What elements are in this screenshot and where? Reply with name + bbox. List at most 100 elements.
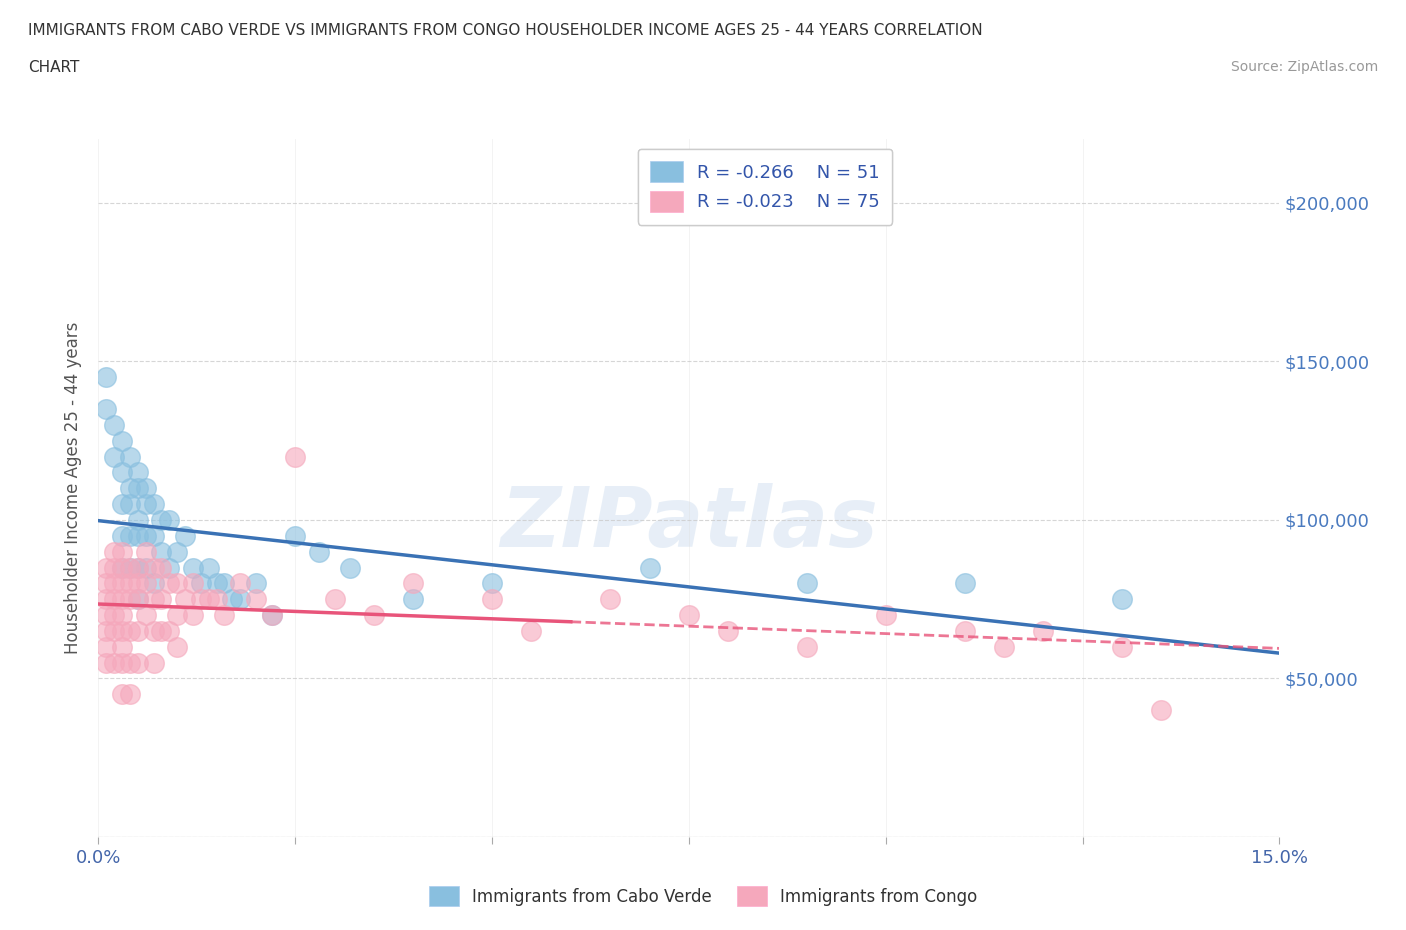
Point	[111, 576, 134, 591]
Point	[260, 607, 283, 622]
Point	[103, 544, 125, 559]
Point	[142, 656, 165, 671]
Point	[245, 576, 267, 591]
Point	[111, 591, 134, 606]
Point	[1111, 639, 1133, 654]
Point	[1150, 703, 1173, 718]
Point	[678, 607, 700, 622]
Point	[150, 512, 173, 527]
Point	[118, 560, 141, 575]
Point	[150, 591, 173, 606]
Point	[118, 497, 141, 512]
Point	[157, 560, 180, 575]
Point	[111, 465, 134, 480]
Point	[796, 576, 818, 591]
Point	[127, 560, 149, 575]
Point	[127, 481, 149, 496]
Point	[135, 528, 157, 543]
Point	[127, 576, 149, 591]
Legend: Immigrants from Cabo Verde, Immigrants from Congo: Immigrants from Cabo Verde, Immigrants f…	[422, 880, 984, 912]
Point	[118, 687, 141, 702]
Point	[103, 418, 125, 432]
Point	[103, 560, 125, 575]
Point	[111, 433, 134, 448]
Point	[111, 560, 134, 575]
Point	[245, 591, 267, 606]
Point	[953, 623, 976, 638]
Point	[142, 528, 165, 543]
Point	[150, 544, 173, 559]
Point	[1032, 623, 1054, 638]
Point	[135, 607, 157, 622]
Point	[284, 449, 307, 464]
Text: IMMIGRANTS FROM CABO VERDE VS IMMIGRANTS FROM CONGO HOUSEHOLDER INCOME AGES 25 -: IMMIGRANTS FROM CABO VERDE VS IMMIGRANTS…	[28, 23, 983, 38]
Point	[111, 607, 134, 622]
Point	[520, 623, 543, 638]
Point	[127, 512, 149, 527]
Point	[339, 560, 361, 575]
Point	[103, 576, 125, 591]
Point	[118, 591, 141, 606]
Point	[111, 656, 134, 671]
Point	[205, 576, 228, 591]
Point	[190, 576, 212, 591]
Point	[111, 639, 134, 654]
Point	[190, 591, 212, 606]
Text: Source: ZipAtlas.com: Source: ZipAtlas.com	[1230, 60, 1378, 74]
Point	[118, 623, 141, 638]
Point	[127, 656, 149, 671]
Point	[96, 402, 118, 417]
Point	[150, 623, 173, 638]
Point	[118, 560, 141, 575]
Point	[993, 639, 1015, 654]
Point	[96, 607, 118, 622]
Point	[402, 591, 425, 606]
Point	[181, 576, 204, 591]
Point	[166, 607, 188, 622]
Point	[260, 607, 283, 622]
Point	[150, 560, 173, 575]
Point	[142, 576, 165, 591]
Point	[481, 576, 503, 591]
Point	[127, 465, 149, 480]
Point	[96, 623, 118, 638]
Point	[197, 560, 219, 575]
Point	[111, 560, 134, 575]
Point	[717, 623, 740, 638]
Point	[135, 497, 157, 512]
Point	[166, 639, 188, 654]
Point	[118, 449, 141, 464]
Point	[127, 623, 149, 638]
Point	[157, 623, 180, 638]
Point	[135, 576, 157, 591]
Point	[221, 591, 243, 606]
Point	[142, 497, 165, 512]
Point	[127, 560, 149, 575]
Point	[166, 576, 188, 591]
Legend: R = -0.266    N = 51, R = -0.023    N = 75: R = -0.266 N = 51, R = -0.023 N = 75	[637, 149, 893, 224]
Point	[1111, 591, 1133, 606]
Y-axis label: Householder Income Ages 25 - 44 years: Householder Income Ages 25 - 44 years	[65, 322, 83, 655]
Point	[875, 607, 897, 622]
Point	[363, 607, 385, 622]
Point	[166, 544, 188, 559]
Point	[111, 497, 134, 512]
Point	[796, 639, 818, 654]
Point	[229, 591, 252, 606]
Point	[205, 591, 228, 606]
Point	[96, 576, 118, 591]
Point	[142, 623, 165, 638]
Point	[197, 591, 219, 606]
Point	[96, 560, 118, 575]
Point	[96, 656, 118, 671]
Point	[135, 560, 157, 575]
Point	[599, 591, 621, 606]
Point	[127, 591, 149, 606]
Text: ZIPatlas: ZIPatlas	[501, 483, 877, 564]
Point	[174, 528, 197, 543]
Point	[103, 607, 125, 622]
Point	[118, 528, 141, 543]
Point	[953, 576, 976, 591]
Point	[111, 544, 134, 559]
Point	[308, 544, 330, 559]
